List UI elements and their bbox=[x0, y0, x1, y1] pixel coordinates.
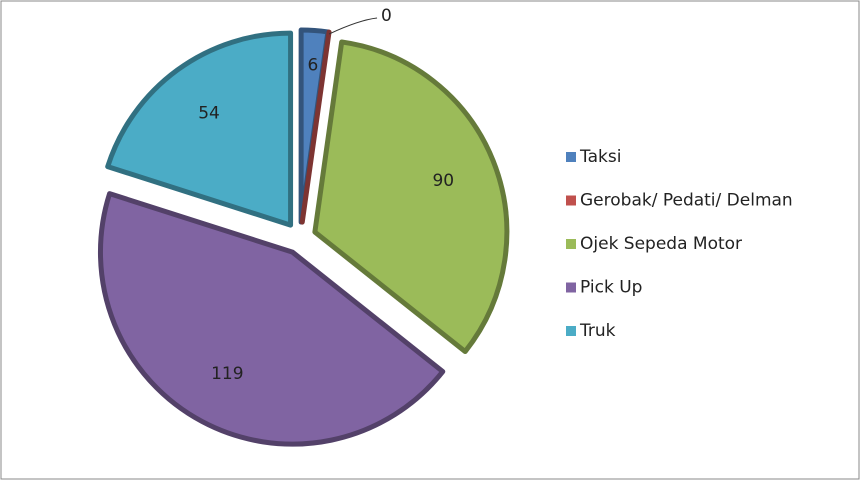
data-label: 119 bbox=[211, 364, 243, 384]
legend-label: Gerobak/ Pedati/ Delman bbox=[580, 191, 793, 211]
data-label: 90 bbox=[432, 171, 454, 191]
legend-swatch bbox=[566, 239, 576, 249]
pie-slice bbox=[312, 39, 510, 355]
legend-swatch bbox=[566, 326, 576, 336]
data-label: 6 bbox=[308, 55, 319, 75]
legend-label: Pick Up bbox=[580, 278, 642, 298]
legend-swatch bbox=[566, 195, 576, 206]
legend-label: Truk bbox=[579, 321, 616, 341]
legend-label: Ojek Sepeda Motor bbox=[580, 234, 742, 254]
data-label: 54 bbox=[198, 103, 220, 123]
pie-slice bbox=[299, 29, 332, 225]
pie-slice bbox=[105, 30, 294, 228]
data-label: 0 bbox=[381, 6, 392, 26]
pie-slice bbox=[97, 191, 446, 447]
leader-line bbox=[328, 17, 378, 35]
legend-swatch bbox=[566, 152, 576, 162]
legend-swatch bbox=[566, 282, 576, 293]
legend-label: Taksi bbox=[579, 147, 621, 167]
